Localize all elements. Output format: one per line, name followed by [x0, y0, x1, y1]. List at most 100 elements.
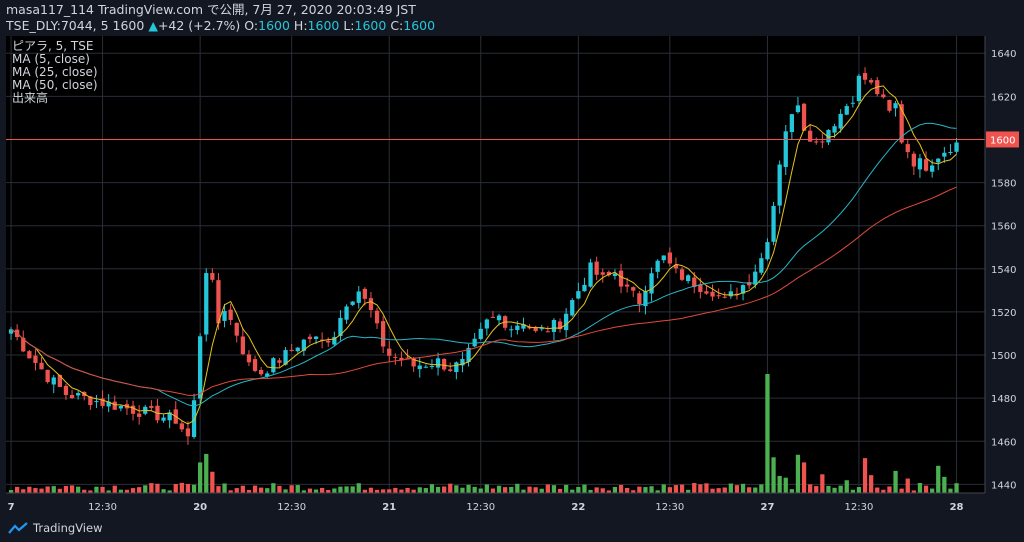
candle-body: [716, 295, 721, 297]
volume-bar: [448, 483, 453, 493]
candle-body: [869, 80, 874, 83]
time-axis[interactable]: 7 12:30 20 12:30 21 12:30 22 12:30 27 12:30 28: [6, 492, 985, 516]
candle: [686, 274, 691, 284]
volume-bar: [936, 465, 941, 493]
candle-body: [728, 291, 733, 297]
time-tick-label: 28: [950, 502, 964, 513]
volume-bar: [393, 487, 398, 493]
volume-bar: [100, 486, 105, 493]
volume-bar: [594, 487, 599, 493]
volume-bar: [801, 462, 807, 493]
volume-bar: [783, 477, 788, 493]
last-price-badge: [986, 131, 1019, 148]
candle-body: [460, 359, 465, 366]
grid-lines: [6, 36, 985, 493]
candle: [637, 290, 642, 313]
candle-body: [466, 347, 471, 362]
legend-ma5[interactable]: MA (5, close): [12, 52, 90, 66]
volume-bar: [606, 490, 611, 493]
candle-body: [283, 350, 288, 365]
volume-bar: [734, 485, 740, 493]
candle: [862, 67, 868, 85]
legend-volume[interactable]: 出来高: [12, 91, 49, 105]
candle-body: [338, 317, 343, 337]
candle-body: [277, 360, 282, 363]
volume-bar: [265, 488, 270, 493]
candle: [747, 274, 752, 289]
candle-body: [747, 282, 752, 286]
candle: [51, 374, 56, 394]
time-axis-bg: [6, 493, 985, 516]
price-axis[interactable]: 1440 1460 1480 1500 1520 1540 1560 1580 1620 1640…: [984, 36, 1020, 516]
tradingview-brand[interactable]: TradingView: [8, 521, 102, 535]
candle: [631, 286, 636, 297]
candle: [118, 404, 123, 412]
open-label: O:: [244, 18, 259, 33]
candle-body: [679, 269, 685, 280]
candle-body: [423, 366, 428, 368]
candle-body: [216, 280, 221, 324]
candle-body: [557, 321, 563, 330]
candle: [21, 330, 26, 353]
candle: [57, 374, 62, 388]
change-up-icon: ▲: [148, 18, 158, 33]
candle: [27, 349, 32, 359]
price-tick-label: 1440: [991, 480, 1016, 491]
time-tick-label: 12:30: [466, 502, 495, 513]
candle: [252, 355, 258, 373]
volume-bar: [240, 485, 245, 493]
candle: [283, 347, 288, 366]
volume-bar: [667, 487, 672, 493]
candle-body: [88, 396, 93, 406]
price-chart[interactable]: 1440 1460 1480 1500 1520 1540 1560 1580 1620 1640…: [6, 36, 1020, 516]
publish-info: masa117_114 TradingView.com で公開, 7月 27, …: [6, 2, 416, 17]
volume-bar: [484, 484, 489, 493]
candle: [795, 96, 801, 114]
candle-body: [631, 287, 636, 291]
legend-ma50[interactable]: MA (50, close): [12, 78, 98, 92]
candle-body: [381, 321, 386, 347]
candle-body: [856, 75, 862, 102]
volume-bar: [521, 489, 526, 493]
volume-bar: [466, 484, 471, 493]
legend-symbol[interactable]: ピアラ, 5, TSE: [12, 39, 94, 53]
volume-bar: [320, 487, 325, 493]
volume-bar: [381, 489, 386, 493]
volume-bar: [600, 488, 605, 493]
volume-bar: [753, 487, 758, 493]
candle: [618, 263, 624, 294]
volume-bar: [503, 487, 508, 493]
volume-bar: [173, 484, 178, 493]
volume-bar: [246, 489, 252, 493]
volume-bar: [820, 474, 825, 493]
ohlc-line: TSE_DLY:7044, 5 1600 ▲+42 (+2.7%) O:1600…: [6, 18, 435, 34]
candle-body: [612, 273, 618, 276]
candle: [448, 362, 453, 373]
time-tick-label: 7: [8, 502, 15, 513]
candle: [887, 99, 892, 113]
volume-bar: [893, 470, 898, 493]
candle: [643, 285, 648, 315]
volume-bar: [545, 484, 550, 493]
candle: [710, 284, 715, 301]
legend-ma25[interactable]: MA (25, close): [12, 65, 98, 79]
candle: [234, 322, 239, 343]
candle-body: [45, 369, 50, 383]
volume-bar: [777, 476, 782, 493]
candle: [271, 356, 276, 374]
candle-body: [356, 291, 361, 303]
candle: [63, 383, 69, 400]
candle-body: [228, 309, 233, 320]
candle-body: [917, 158, 923, 170]
candle: [301, 338, 306, 356]
candle-body: [289, 349, 294, 351]
candle-body: [826, 129, 831, 143]
candle: [942, 146, 947, 163]
candle-body: [692, 277, 697, 288]
volume-bar: [185, 483, 191, 493]
candle-body: [100, 398, 105, 406]
time-tick-label: 12:30: [88, 502, 117, 513]
candle-body: [350, 301, 355, 305]
candle: [466, 343, 471, 367]
candle: [112, 395, 117, 410]
